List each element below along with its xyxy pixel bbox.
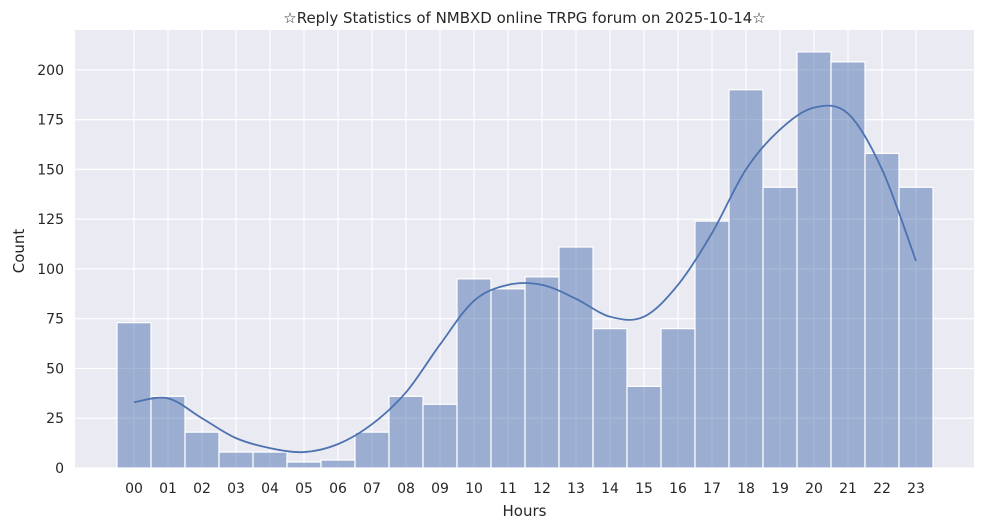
x-tick-label: 01 (159, 481, 177, 497)
bar-hour-15 (626, 385, 662, 469)
y-tick-label: 50 (46, 361, 64, 377)
bar-hour-07 (354, 431, 390, 469)
x-tick-label: 08 (397, 481, 415, 497)
chart-title: ☆Reply Statistics of NMBXD online TRPG f… (283, 9, 766, 27)
y-tick-label: 0 (55, 461, 64, 477)
x-tick-label: 05 (295, 481, 313, 497)
x-tick-label: 10 (465, 481, 483, 497)
x-tick-label: 12 (533, 481, 551, 497)
kde-line (133, 104, 917, 454)
x-tick-labels: 00 01 02 03 04 05 06 07 08 09 10 11 12 13 14 15 16 17 18 19… (125, 481, 925, 497)
bar-hour-09 (422, 403, 458, 469)
bar-hour-19 (762, 186, 798, 469)
y-tick-label: 150 (37, 162, 64, 178)
x-tick-label: 02 (193, 481, 211, 497)
y-tick-label: 200 (37, 63, 64, 79)
bar-hour-23 (898, 186, 934, 469)
bar-hour-02 (184, 431, 220, 469)
x-tick-label: 22 (873, 481, 891, 497)
bar-hour-13 (558, 246, 594, 469)
x-tick-label: 18 (737, 481, 755, 497)
y-tick-label: 175 (37, 113, 64, 129)
bar-hour-08 (388, 395, 424, 469)
x-tick-label: 04 (261, 481, 279, 497)
bar-hour-03 (218, 451, 254, 469)
bar-hour-01 (150, 395, 186, 469)
bar-hour-18 (728, 89, 764, 469)
x-tick-label: 00 (125, 481, 143, 497)
bar-hour-06 (320, 459, 356, 469)
x-tick-label: 21 (839, 481, 857, 497)
y-tick-label: 125 (37, 212, 64, 228)
x-tick-label: 19 (771, 481, 789, 497)
x-tick-label: 14 (601, 481, 619, 497)
y-axis-label: Count (10, 229, 28, 274)
x-tick-label: 20 (805, 481, 823, 497)
bar-hour-12 (524, 276, 560, 469)
x-tick-label: 07 (363, 481, 381, 497)
bar-hour-17 (694, 220, 730, 469)
x-tick-label: 15 (635, 481, 653, 497)
bar-hour-10 (456, 278, 492, 469)
bar-hour-04 (252, 451, 288, 469)
y-tick-label: 100 (37, 262, 64, 278)
bars-layer (116, 51, 934, 469)
bar-hour-00 (116, 322, 152, 469)
bar-hour-20 (796, 51, 832, 469)
bar-hour-11 (490, 288, 526, 469)
x-axis-label: Hours (503, 502, 547, 520)
x-tick-label: 09 (431, 481, 449, 497)
bar-hour-16 (660, 328, 696, 469)
y-tick-labels: 0 25 50 75 100 125 150 175 200 (37, 63, 64, 477)
x-tick-label: 13 (567, 481, 585, 497)
bar-hour-14 (592, 328, 628, 469)
x-tick-label: 17 (703, 481, 721, 497)
bar-hour-05 (286, 461, 322, 469)
x-tick-label: 11 (499, 481, 517, 497)
x-tick-label: 03 (227, 481, 245, 497)
y-tick-label: 75 (46, 312, 64, 328)
y-tick-label: 25 (46, 411, 64, 427)
x-tick-label: 23 (907, 481, 925, 497)
bar-hour-21 (830, 61, 866, 469)
x-tick-label: 06 (329, 481, 347, 497)
x-tick-label: 16 (669, 481, 687, 497)
